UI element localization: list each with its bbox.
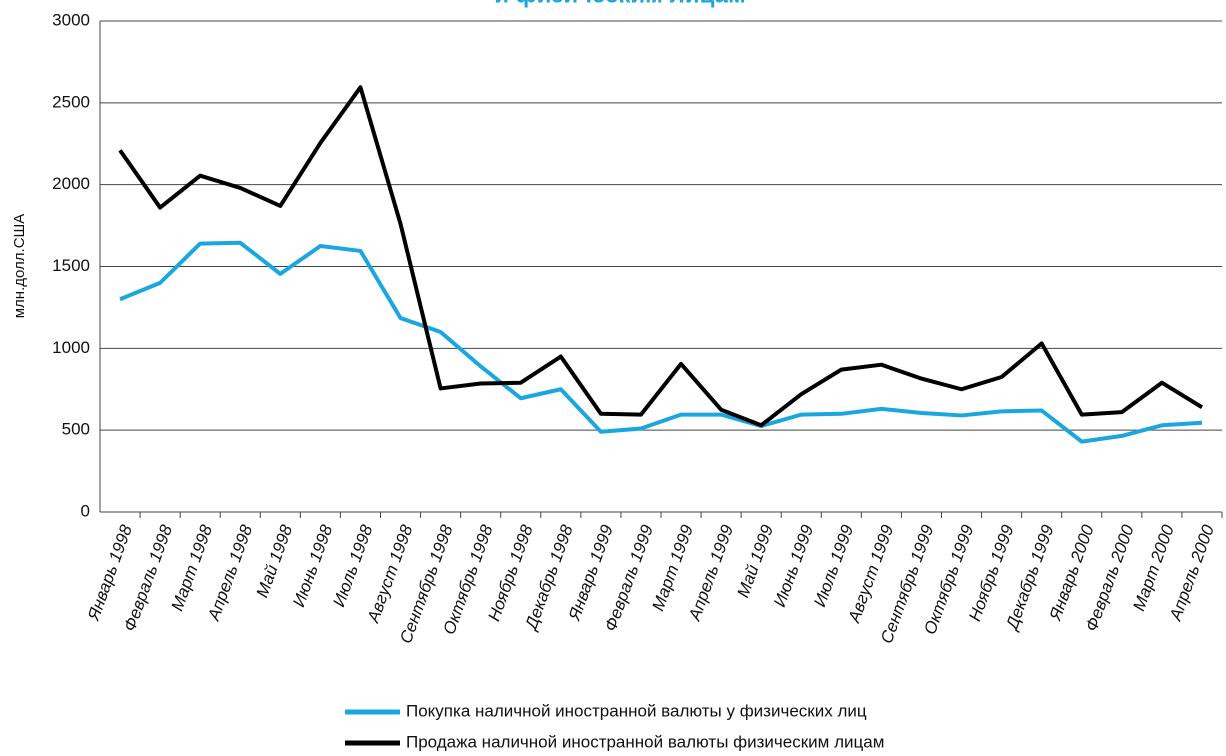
x-tick-label: Май 1999: [733, 522, 777, 600]
y-tick-label: 0: [81, 501, 90, 520]
y-tick-label: 1500: [52, 256, 90, 275]
y-tick-label: 3000: [52, 10, 90, 29]
x-tick-label: Июль 1998: [329, 522, 376, 609]
y-tick-label: 2000: [52, 174, 90, 193]
legend-label: Покупка наличной иностранной валюты у фи…: [406, 701, 867, 720]
y-tick-label: 2500: [52, 92, 90, 111]
y-axis-label: млн.долл.США: [11, 214, 28, 319]
legend-label: Продажа наличной иностранной валюты физи…: [406, 732, 884, 751]
y-tick-label: 1000: [52, 338, 90, 357]
x-tick-label: Март 2000: [1129, 522, 1178, 614]
series-line: [119, 240, 1203, 444]
x-tick-label: Март 1998: [168, 522, 217, 614]
x-tick-label: Июнь 1999: [770, 522, 817, 610]
x-tick-label: Июль 1999: [810, 522, 857, 609]
chart-title: и физическим лицам: [494, 0, 746, 8]
series-line: [118, 85, 1204, 428]
x-tick-label: Март 1999: [648, 522, 697, 614]
x-tick-label: Июнь 1998: [289, 522, 336, 610]
y-tick-label: 500: [62, 420, 90, 439]
x-tick-label: Май 1998: [253, 522, 297, 600]
